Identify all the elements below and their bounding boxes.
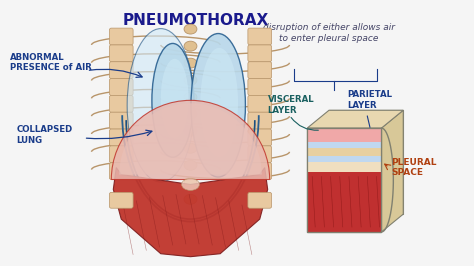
- Text: PLEURAL
SPACE: PLEURAL SPACE: [392, 158, 437, 177]
- Ellipse shape: [182, 178, 200, 190]
- FancyBboxPatch shape: [307, 128, 382, 232]
- Polygon shape: [307, 110, 403, 128]
- FancyBboxPatch shape: [248, 163, 272, 180]
- FancyBboxPatch shape: [248, 45, 272, 62]
- Text: disruption of either allows air
to enter pleural space: disruption of either allows air to enter…: [263, 23, 395, 43]
- FancyBboxPatch shape: [248, 78, 272, 95]
- FancyBboxPatch shape: [109, 95, 133, 112]
- FancyBboxPatch shape: [248, 112, 272, 129]
- Wedge shape: [119, 103, 262, 174]
- Bar: [307, 148, 382, 156]
- Bar: [307, 162, 382, 172]
- FancyBboxPatch shape: [109, 62, 133, 78]
- Text: PARIETAL
LAYER: PARIETAL LAYER: [347, 90, 392, 110]
- Polygon shape: [382, 110, 403, 232]
- Ellipse shape: [184, 109, 197, 119]
- FancyBboxPatch shape: [109, 192, 133, 208]
- Ellipse shape: [184, 143, 197, 153]
- FancyBboxPatch shape: [248, 146, 272, 163]
- FancyBboxPatch shape: [109, 129, 133, 146]
- Polygon shape: [113, 168, 268, 257]
- FancyBboxPatch shape: [109, 28, 133, 45]
- Polygon shape: [329, 110, 403, 214]
- FancyBboxPatch shape: [248, 129, 272, 146]
- Text: COLLAPSED
LUNG: COLLAPSED LUNG: [16, 125, 73, 145]
- Bar: [307, 128, 382, 142]
- FancyBboxPatch shape: [109, 146, 133, 163]
- Text: PNEUMOTHORAX: PNEUMOTHORAX: [122, 13, 269, 28]
- Ellipse shape: [201, 48, 238, 157]
- Ellipse shape: [161, 59, 189, 138]
- FancyBboxPatch shape: [109, 163, 133, 180]
- Ellipse shape: [152, 43, 193, 157]
- Ellipse shape: [184, 92, 197, 102]
- Bar: [307, 172, 382, 232]
- Ellipse shape: [184, 160, 197, 170]
- Text: ABNORMAL
PRESENCE of AIR: ABNORMAL PRESENCE of AIR: [10, 53, 92, 72]
- Ellipse shape: [184, 41, 197, 51]
- Ellipse shape: [127, 29, 194, 182]
- Ellipse shape: [184, 24, 197, 34]
- FancyBboxPatch shape: [109, 45, 133, 62]
- FancyBboxPatch shape: [248, 62, 272, 78]
- Ellipse shape: [184, 194, 197, 204]
- Ellipse shape: [184, 126, 197, 136]
- FancyBboxPatch shape: [109, 78, 133, 95]
- FancyBboxPatch shape: [248, 95, 272, 112]
- Ellipse shape: [184, 177, 197, 187]
- Ellipse shape: [191, 34, 246, 177]
- Text: VISCERAL
LAYER: VISCERAL LAYER: [268, 95, 314, 115]
- Ellipse shape: [184, 75, 197, 85]
- Ellipse shape: [184, 58, 197, 68]
- Bar: [307, 156, 382, 162]
- FancyBboxPatch shape: [248, 192, 272, 208]
- Bar: [307, 142, 382, 148]
- Wedge shape: [111, 100, 270, 180]
- FancyBboxPatch shape: [109, 112, 133, 129]
- FancyBboxPatch shape: [248, 28, 272, 45]
